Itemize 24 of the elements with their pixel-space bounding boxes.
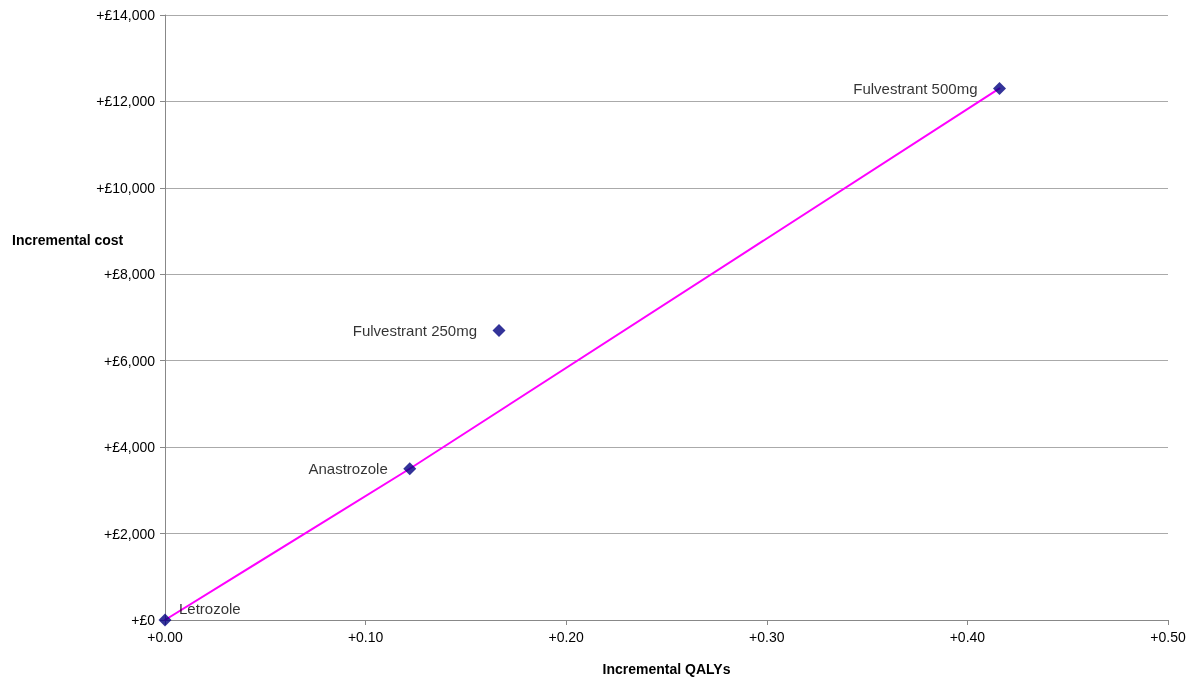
x-tick-label: +0.00 xyxy=(147,629,183,645)
x-tick-label: +0.10 xyxy=(347,629,384,645)
x-axis-title: Incremental QALYs xyxy=(602,661,731,677)
y-tick-label: +£12,000 xyxy=(96,93,156,110)
y-tick-label: +£6,000 xyxy=(104,352,156,369)
x-tick-label: +0.30 xyxy=(749,629,785,645)
x-tick-label: +0.20 xyxy=(548,629,585,645)
y-tick-label: +£8,000 xyxy=(104,266,156,283)
x-tick-label: +0.40 xyxy=(949,629,986,645)
y-tick-label: +£4,000 xyxy=(104,439,156,456)
x-tick-label: +0.50 xyxy=(1150,629,1186,645)
annotation: Anastrozole xyxy=(308,460,388,478)
point xyxy=(993,81,1006,95)
y-tick-label: +£0 xyxy=(131,612,156,628)
annotation: Letrozole xyxy=(179,599,241,617)
point xyxy=(158,613,172,627)
point xyxy=(492,323,506,337)
y-tick-label: +£14,000 xyxy=(96,7,156,23)
y-tick-label: +£2,000 xyxy=(104,525,156,542)
annotation: Fulvestrant 250mg xyxy=(352,321,477,339)
annotation: Fulvestrant 500mg xyxy=(853,79,978,97)
y-tick-label: +£10,000 xyxy=(96,179,156,196)
y-axis-title: Incremental cost xyxy=(12,232,124,248)
point xyxy=(403,462,417,476)
